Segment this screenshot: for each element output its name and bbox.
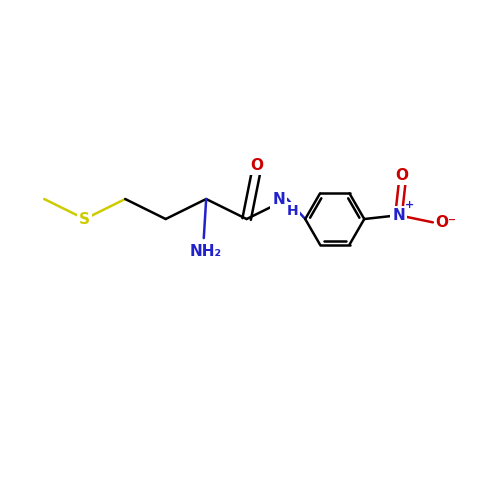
Text: N: N: [272, 193, 285, 207]
Text: O: O: [395, 168, 408, 182]
Text: NH₂: NH₂: [190, 244, 222, 259]
Text: S: S: [79, 212, 90, 227]
Text: N: N: [392, 208, 405, 223]
Text: O: O: [251, 158, 263, 173]
Text: H: H: [287, 204, 298, 218]
Text: O⁻: O⁻: [436, 215, 456, 230]
Text: +: +: [404, 200, 414, 210]
